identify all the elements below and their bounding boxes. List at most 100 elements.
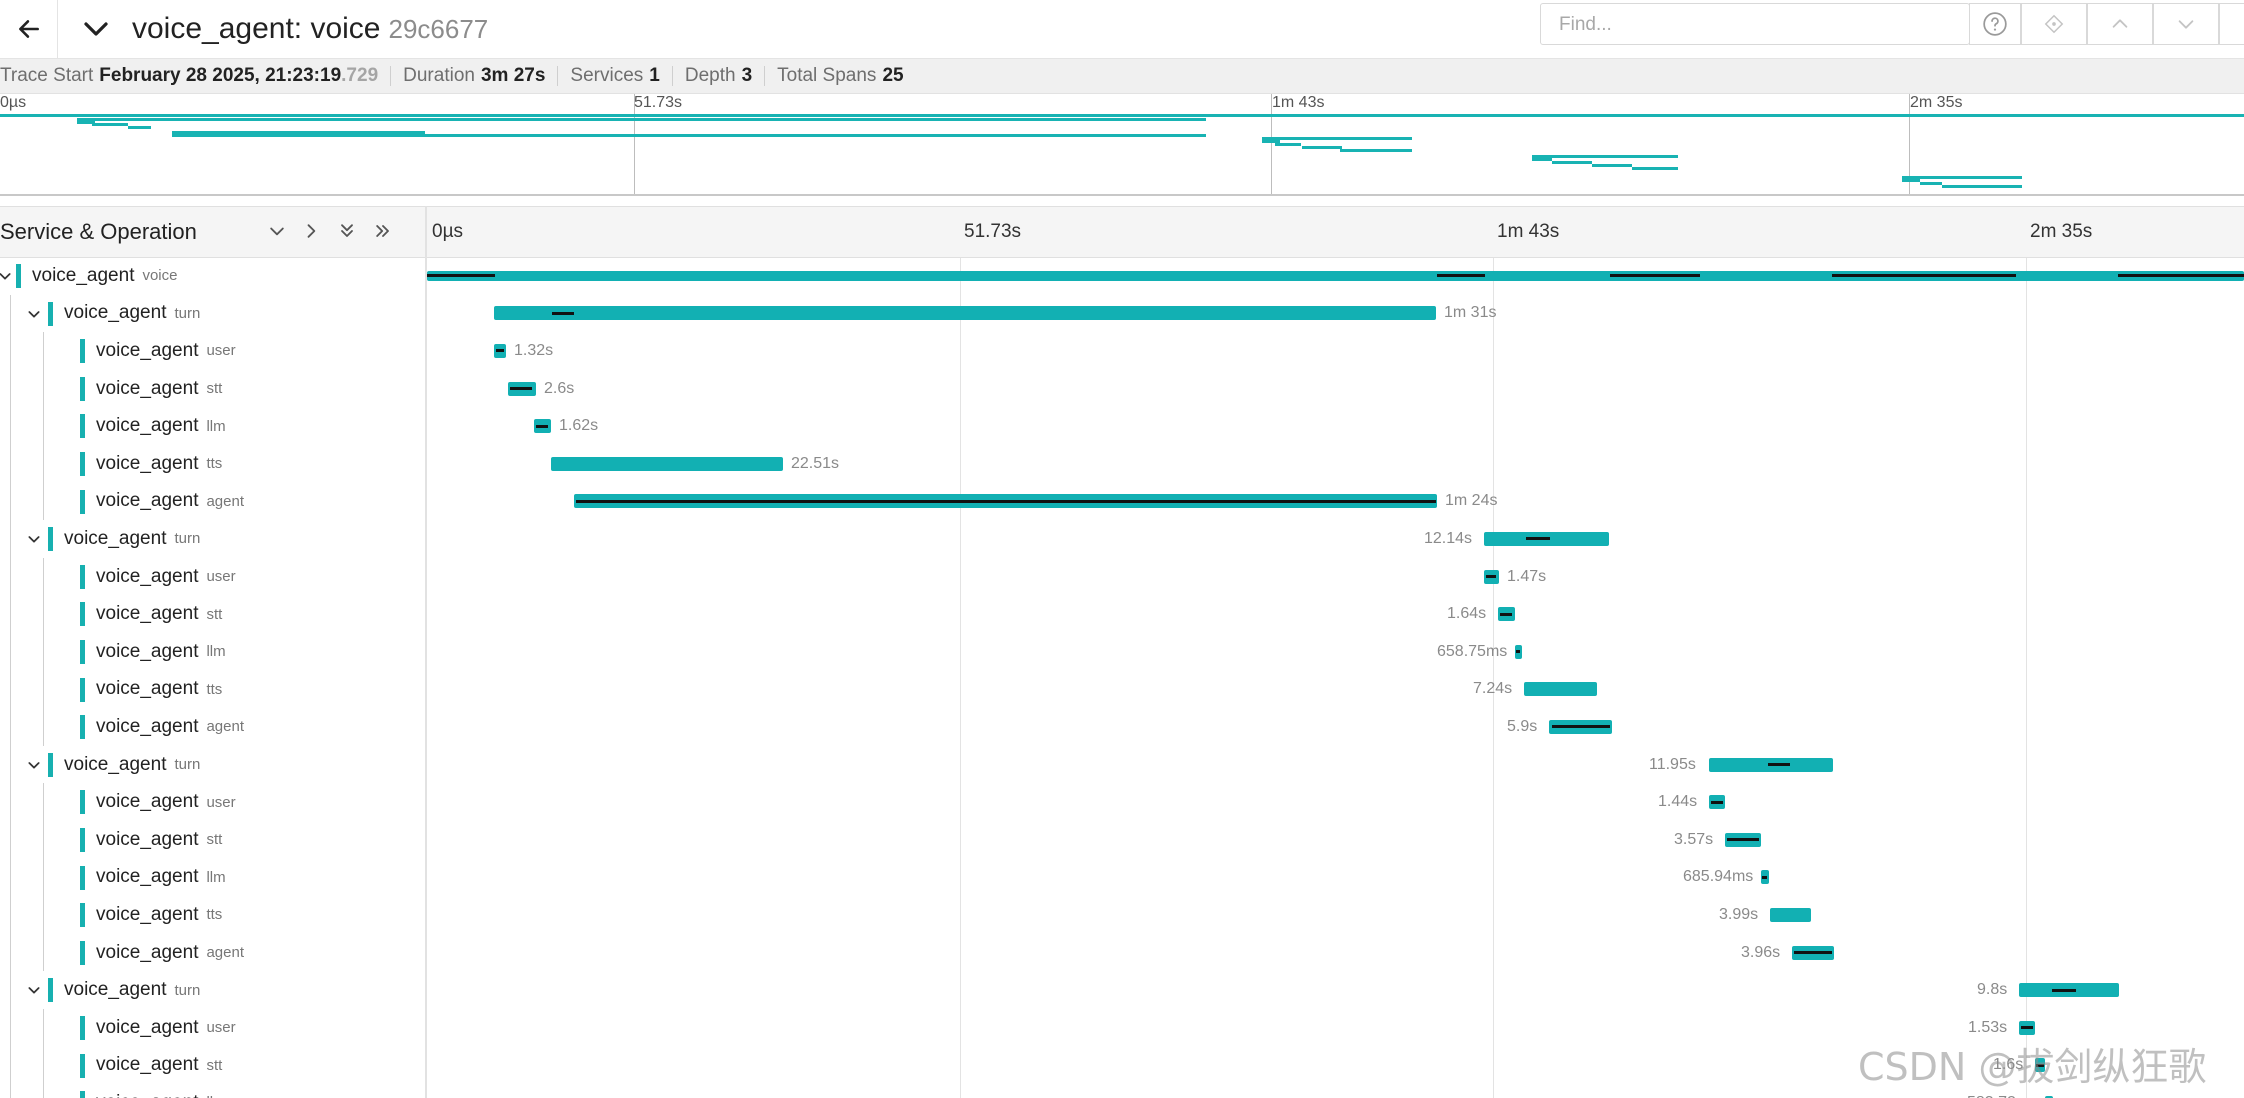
span-operation-name: llm [206, 417, 226, 435]
find-input[interactable] [1557, 4, 1961, 46]
service-color-indicator [80, 452, 85, 476]
span-duration-label: 3.99s [1719, 905, 1759, 923]
span-row[interactable]: voice_agent user 1.53s [0, 1009, 2244, 1047]
span-log-marker [496, 349, 504, 353]
span-name[interactable]: voice_agent tts [96, 896, 222, 934]
span-service-name: voice_agent [64, 302, 167, 324]
prev-result-button[interactable] [2087, 3, 2153, 45]
span-row[interactable]: voice_agent voice [0, 257, 2244, 295]
next-result-button[interactable] [2153, 3, 2219, 45]
span-row[interactable]: voice_agent stt 2.6s [0, 369, 2244, 408]
span-toggle-button[interactable] [23, 975, 45, 1005]
span-row[interactable]: voice_agent stt 1.6s [0, 1046, 2244, 1085]
span-name[interactable]: voice_agent stt [96, 821, 222, 859]
span-log-marker [1516, 650, 1520, 654]
span-row[interactable]: voice_agent llm 685.94ms [0, 858, 2244, 897]
span-row[interactable]: voice_agent turn 9.8s [0, 971, 2244, 1009]
span-row[interactable]: voice_agent llm 658.75ms [0, 633, 2244, 671]
minimap-span [1262, 137, 1412, 140]
minimap-span [1302, 146, 1342, 149]
span-toggle-button[interactable] [0, 261, 16, 291]
summary-divider [390, 66, 392, 86]
span-log-marker [576, 499, 1436, 503]
expand-all-button[interactable] [332, 216, 362, 246]
span-name[interactable]: voice_agent stt [96, 1047, 222, 1085]
tree-guide-line [43, 858, 44, 897]
span-name[interactable]: voice_agent llm [96, 407, 226, 445]
span-name[interactable]: voice_agent turn [64, 520, 200, 558]
span-log-marker [427, 274, 495, 278]
collapse-one-button[interactable] [262, 216, 292, 246]
locate-span-button[interactable] [2021, 3, 2087, 45]
span-row[interactable]: voice_agent turn 11.95s [0, 745, 2244, 784]
span-duration-label: 7.24s [1473, 680, 1513, 698]
span-duration-label: 1.6s [1993, 1056, 2024, 1074]
span-name[interactable]: voice_agent stt [96, 370, 222, 408]
minimap-tick [1271, 94, 1272, 194]
span-row[interactable]: voice_agent llm 583.72ms [0, 1084, 2244, 1098]
span-toggle-button[interactable] [23, 524, 45, 554]
span-bar[interactable] [494, 306, 1436, 321]
span-service-name: voice_agent [96, 603, 199, 625]
span-name[interactable]: voice_agent user [96, 1009, 236, 1047]
span-name[interactable]: voice_agent tts [96, 671, 222, 709]
span-bar[interactable] [2045, 1095, 2053, 1098]
span-name[interactable]: voice_agent turn [64, 746, 200, 784]
help-button[interactable] [1969, 3, 2021, 45]
tree-guide-line [10, 821, 11, 859]
span-row[interactable]: voice_agent user 1.32s [0, 332, 2244, 370]
span-name[interactable]: voice_agent llm [96, 859, 226, 897]
minimap-span [0, 114, 2244, 117]
span-row[interactable]: voice_agent llm 1.62s [0, 407, 2244, 445]
span-row[interactable]: voice_agent stt 1.64s [0, 595, 2244, 633]
span-name[interactable]: voice_agent agent [96, 483, 244, 521]
span-row[interactable]: voice_agent user 1.44s [0, 783, 2244, 821]
span-bar[interactable] [1524, 682, 1597, 697]
span-row[interactable]: voice_agent tts 22.51s [0, 445, 2244, 483]
trace-minimap[interactable]: 0µs 51.73s 1m 43s 2m 35s [0, 94, 2244, 196]
total-spans-value: 25 [882, 65, 904, 86]
span-log-marker [1711, 800, 1723, 804]
span-name[interactable]: voice_agent agent [96, 934, 244, 972]
span-name[interactable]: voice_agent user [96, 558, 236, 596]
tree-guide-line [10, 1046, 11, 1085]
span-name[interactable]: voice_agent stt [96, 595, 222, 633]
span-row[interactable]: voice_agent agent 5.9s [0, 708, 2244, 746]
expand-one-button[interactable] [296, 216, 326, 246]
column-resizer[interactable] [425, 206, 427, 1098]
span-name[interactable]: voice_agent user [96, 332, 236, 370]
span-service-name: voice_agent [96, 1016, 199, 1038]
span-toggle-button[interactable] [23, 750, 45, 780]
span-row[interactable]: voice_agent agent 3.96s [0, 933, 2244, 972]
span-row[interactable]: voice_agent user 1.47s [0, 557, 2244, 596]
span-row[interactable]: voice_agent turn 1m 31s [0, 294, 2244, 333]
span-name[interactable]: voice_agent llm [96, 1084, 226, 1098]
header-overflow-button[interactable] [2219, 3, 2244, 45]
span-bar[interactable] [551, 456, 783, 471]
span-row[interactable]: voice_agent agent 1m 24s [0, 482, 2244, 521]
span-name[interactable]: voice_agent voice [32, 257, 178, 295]
service-color-indicator [48, 527, 53, 552]
span-row[interactable]: voice_agent turn 12.14s [0, 520, 2244, 558]
span-bar[interactable] [1770, 907, 1811, 922]
span-operation-name: user [206, 342, 236, 360]
collapse-all-button[interactable] [368, 216, 398, 246]
span-log-marker [510, 387, 532, 391]
span-bar[interactable] [427, 270, 2244, 281]
span-name[interactable]: voice_agent agent [96, 708, 244, 746]
duration-value: 3m 27s [480, 65, 546, 86]
span-row[interactable]: voice_agent tts 7.24s [0, 670, 2244, 709]
span-duration-label: 1m 24s [1445, 492, 1498, 510]
span-row[interactable]: voice_agent tts 3.99s [0, 896, 2244, 934]
collapse-header-button[interactable] [74, 8, 118, 50]
back-button[interactable] [0, 0, 58, 58]
span-name[interactable]: voice_agent turn [64, 971, 200, 1009]
span-service-name: voice_agent [96, 377, 199, 399]
span-name[interactable]: voice_agent llm [96, 633, 226, 671]
span-name[interactable]: voice_agent turn [64, 295, 200, 333]
span-toggle-button[interactable] [23, 299, 45, 329]
span-row[interactable]: voice_agent stt 3.57s [0, 821, 2244, 859]
span-name[interactable]: voice_agent tts [96, 445, 222, 483]
trace-id: 29c6677 [388, 13, 489, 44]
span-name[interactable]: voice_agent user [96, 783, 236, 821]
